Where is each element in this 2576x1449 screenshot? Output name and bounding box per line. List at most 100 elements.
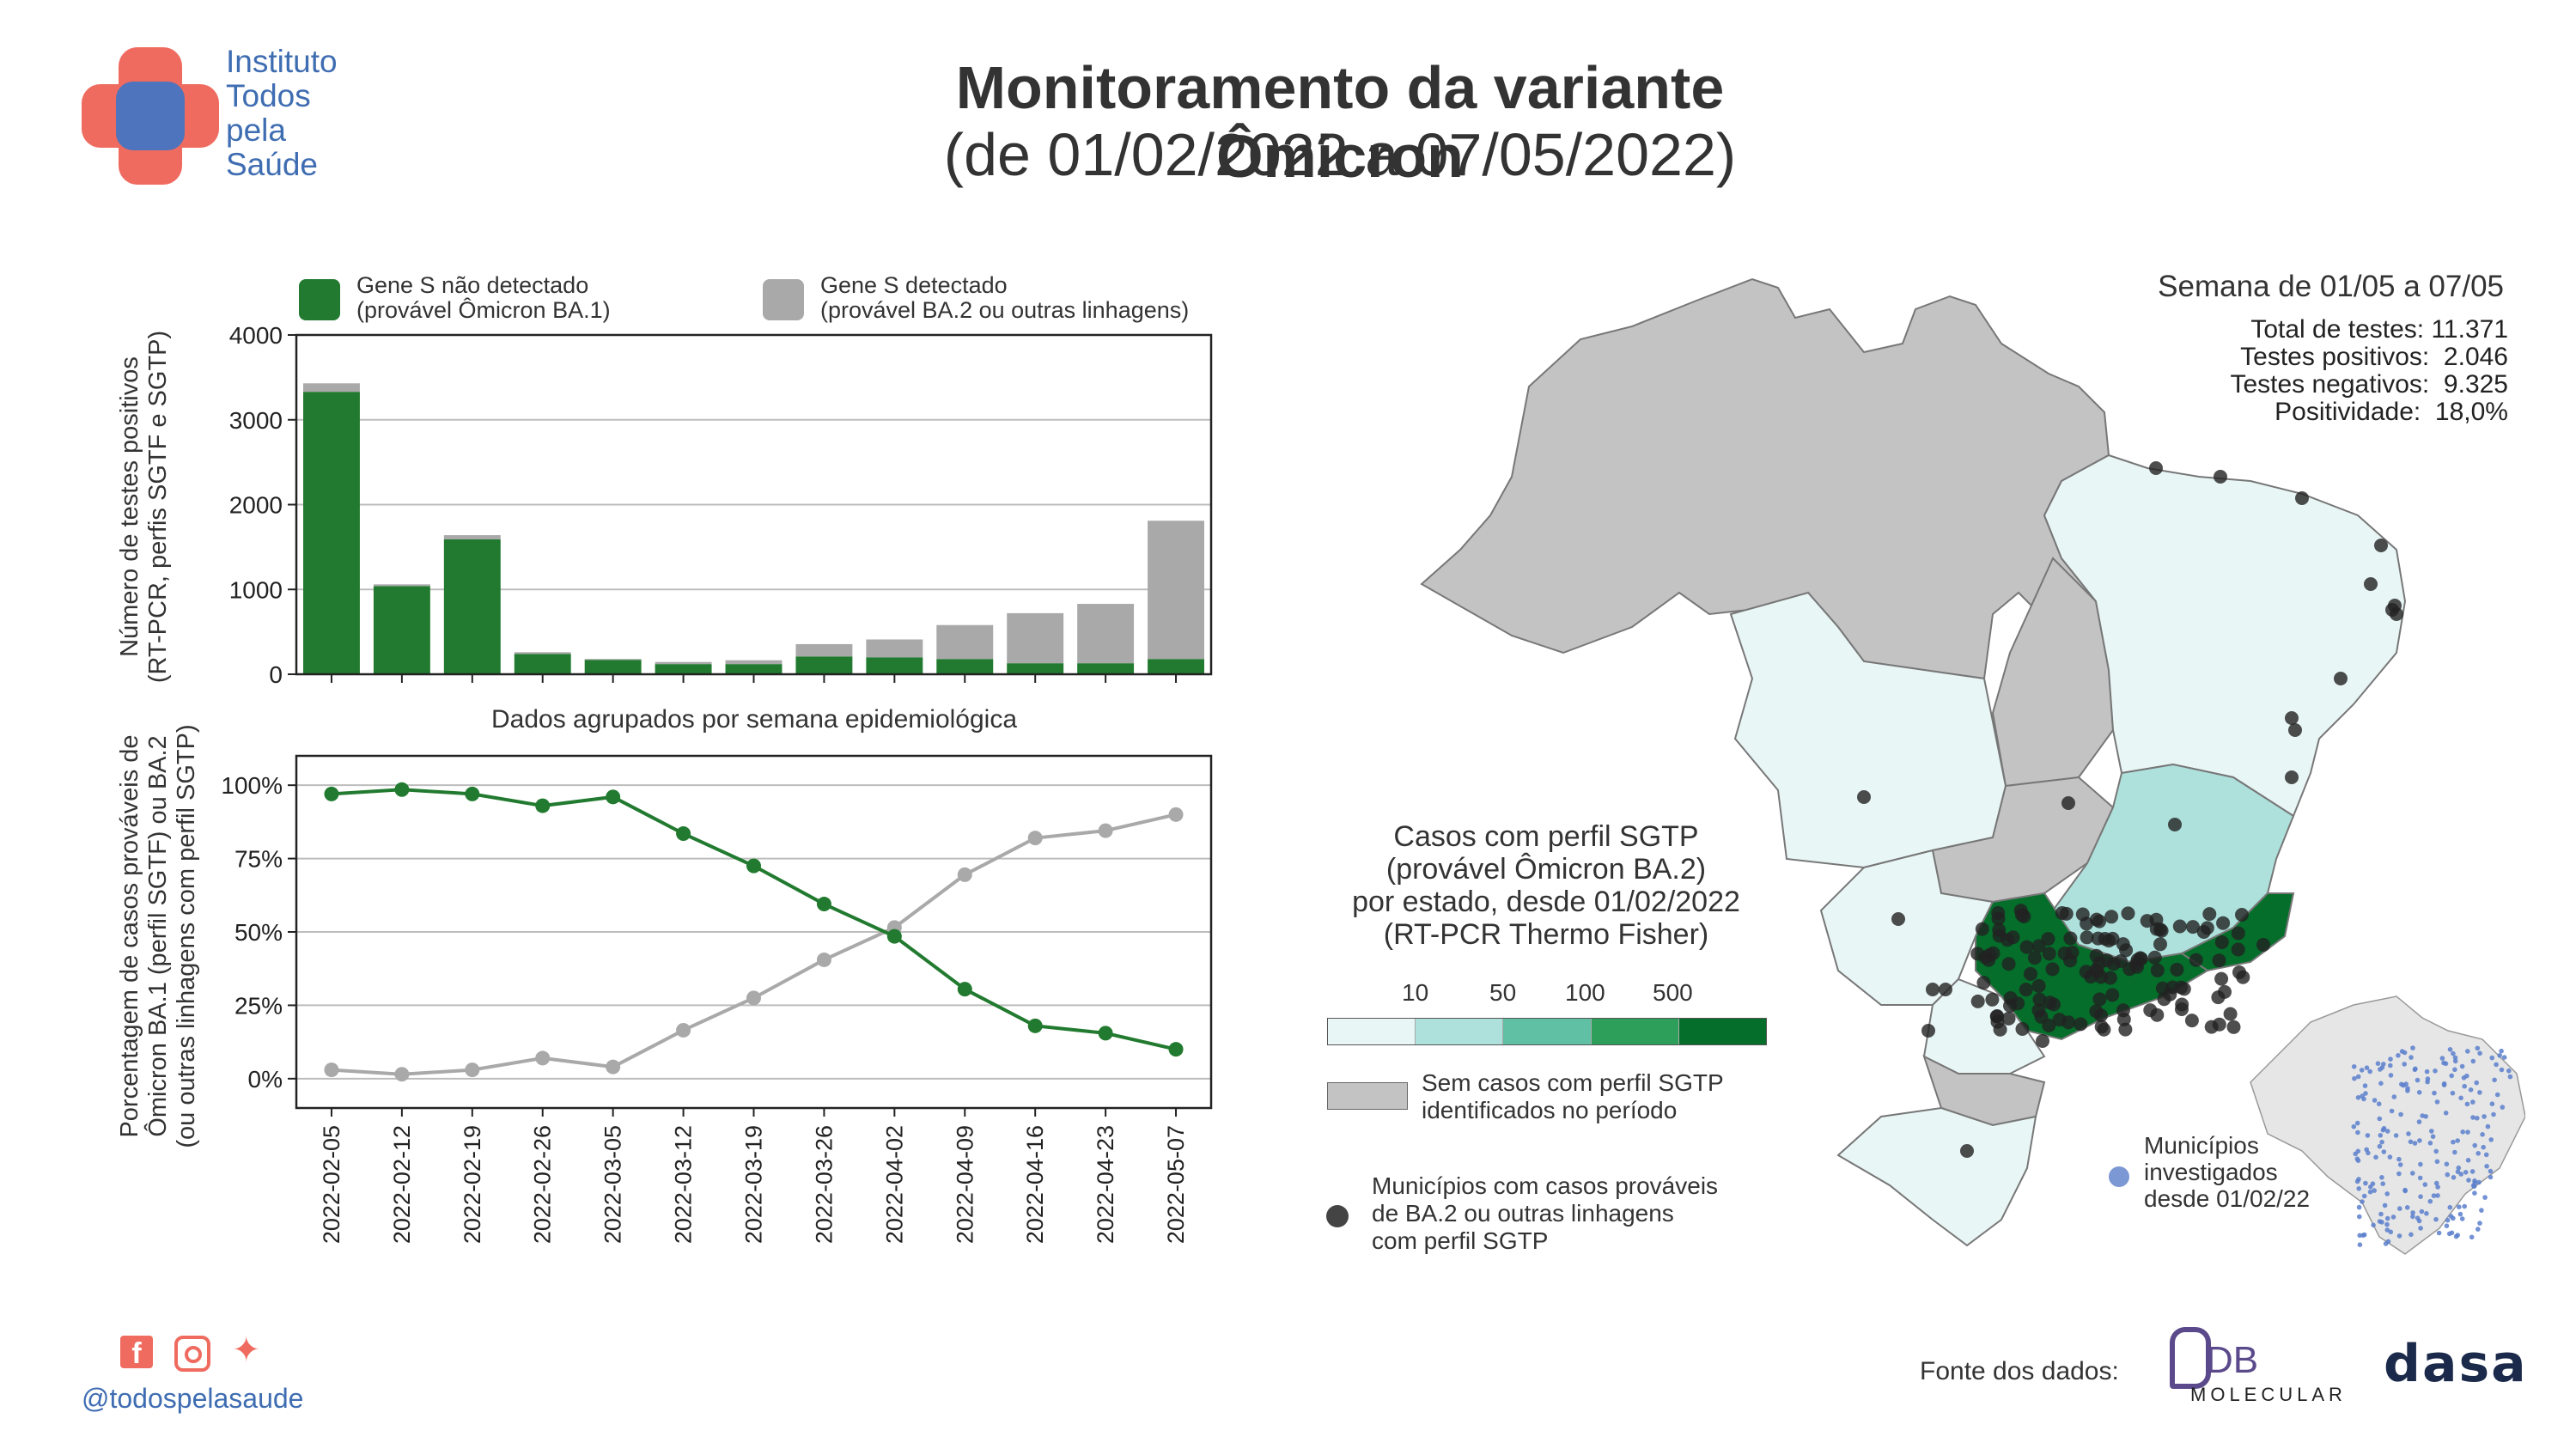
investigated-line2: investigados: [2144, 1159, 2278, 1185]
map-dot: [2285, 770, 2299, 784]
inset-dot: [2436, 1230, 2442, 1236]
inset-dot: [2459, 1063, 2465, 1069]
map-dot: [2216, 916, 2231, 930]
map-dot: [2214, 935, 2229, 949]
map-dot: [2231, 926, 2245, 941]
inset-dot: [2410, 1214, 2415, 1220]
line-point-ba2: [957, 867, 972, 882]
map-dot: [2059, 906, 2074, 921]
inset-dot: [2434, 1159, 2440, 1165]
inset-dot: [2405, 1086, 2410, 1091]
week-title: Semana de 01/05 a 07/05: [2158, 270, 2504, 303]
map-dot: [1939, 983, 1952, 996]
inset-dot: [2489, 1055, 2495, 1061]
inset-dot: [2462, 1203, 2467, 1209]
page-subtitle: (de 01/02/2022 a 07/05/2022): [943, 121, 1737, 188]
inset-dot: [2419, 1209, 2425, 1215]
map-dot: [1891, 912, 1905, 926]
line-xtick-label: 2022-05-07: [1163, 1125, 1189, 1244]
line-point-ba1: [957, 982, 972, 997]
inset-dot: [2424, 1211, 2429, 1216]
inset-dot: [2390, 1215, 2396, 1220]
inset-dot: [2499, 1067, 2505, 1073]
inset-dot: [2445, 1217, 2451, 1223]
line-ytick-label: 25%: [234, 992, 283, 1019]
inset-dot: [2474, 1080, 2479, 1086]
scale-tick-10: 10: [1402, 979, 1429, 1006]
brazil-map: [1420, 277, 2407, 1247]
map-dot: [2390, 607, 2403, 621]
inset-dot: [2449, 1230, 2455, 1236]
bar-ytick-label: 4000: [229, 322, 283, 349]
page-title: Monitoramento da variante Ômicron: [955, 54, 1725, 190]
line-xtick-label: 2022-02-05: [319, 1125, 344, 1244]
line-point-ba2: [1098, 823, 1113, 838]
line-point-ba1: [1098, 1026, 1113, 1041]
inset-dot: [2361, 1193, 2367, 1199]
scale-bin: [1416, 1019, 1504, 1044]
inset-dot: [2500, 1105, 2506, 1110]
line-point-ba1: [324, 786, 339, 801]
line-point-ba2: [465, 1062, 480, 1078]
inset-dot: [2476, 1151, 2481, 1156]
map-dot: [2001, 957, 2016, 971]
map-dot: [2232, 965, 2246, 979]
inset-dot: [2352, 1075, 2357, 1081]
inset-dot: [2488, 1174, 2494, 1180]
map-dot: [2104, 910, 2119, 924]
bar-ba1: [1007, 663, 1064, 674]
social-handle[interactable]: @todospelasaude: [82, 1383, 304, 1414]
inset-dot: [2415, 1077, 2421, 1083]
twitter-icon[interactable]: ✦: [232, 1331, 261, 1369]
inset-dot: [2351, 1123, 2357, 1129]
inset-dot: [2468, 1087, 2474, 1093]
inset-dot: [2417, 1175, 2423, 1181]
inset-dot: [2482, 1195, 2488, 1200]
inset-dot: [2409, 1232, 2414, 1238]
map-dot: [2094, 970, 2108, 984]
inset-dot: [2507, 1074, 2513, 1080]
line-frame: [295, 754, 1213, 1110]
inset-dot: [2356, 1204, 2362, 1210]
inset-dot: [2494, 1062, 2499, 1068]
inset-dot: [2415, 1215, 2421, 1221]
inset-dot: [2462, 1083, 2467, 1089]
bar-ba2: [795, 643, 853, 657]
bar-ylabel-line2: (RT-PCR, perfis SGTF e SGTP): [144, 331, 172, 683]
inset-dot: [2469, 1169, 2476, 1174]
map-legend-title-line3: por estado, desde 01/02/2022: [1352, 886, 1740, 918]
map-dot: [2211, 990, 2226, 1005]
inset-dot: [2459, 1216, 2465, 1221]
map-dot: [2031, 978, 2046, 993]
line-series-ba1: [331, 788, 1177, 1051]
bar-ba1: [443, 539, 501, 674]
inset-dot: [2368, 1184, 2373, 1190]
inset-dot: [2377, 1143, 2383, 1149]
bar-ylabel-line1: Número de testes positivos: [116, 356, 143, 657]
line-xtick-label: 2022-03-12: [671, 1125, 697, 1244]
inset-dot: [2466, 1178, 2471, 1183]
instagram-icon[interactable]: [174, 1336, 210, 1372]
stats-table: Total de testes: 11.371 Testes positivos…: [2147, 316, 2508, 426]
inset-dot: [2397, 1162, 2403, 1167]
line-point-ba1: [816, 897, 831, 912]
map-dot: [2092, 992, 2107, 1007]
inset-dot: [2453, 1233, 2459, 1239]
inset-dot: [2433, 1068, 2438, 1074]
stat-row: Testes negativos: 9.325: [2147, 371, 2508, 399]
inset-dot: [2362, 1083, 2368, 1088]
map-dot: [1991, 911, 2006, 926]
inset-dot: [2372, 1188, 2377, 1193]
stat-label-positive: Testes positivos:: [2240, 343, 2430, 371]
bar-ba1: [655, 664, 712, 674]
inset-dot: [2381, 1062, 2386, 1067]
facebook-icon[interactable]: f: [120, 1336, 153, 1370]
inset-dot: [2391, 1094, 2397, 1099]
map-dot: [2295, 491, 2309, 505]
legend-ba2-line2: (provável BA.2 ou outras linhagens): [820, 297, 1190, 323]
map-dot: [1857, 790, 1871, 804]
map-dot: [2006, 930, 2020, 945]
line-ylabel-line1: Porcentagem de casos prováveis de: [116, 734, 143, 1137]
map-dot: [1921, 1024, 1935, 1038]
no-cases-line1: Sem casos com perfil SGTP: [1422, 1069, 1724, 1096]
